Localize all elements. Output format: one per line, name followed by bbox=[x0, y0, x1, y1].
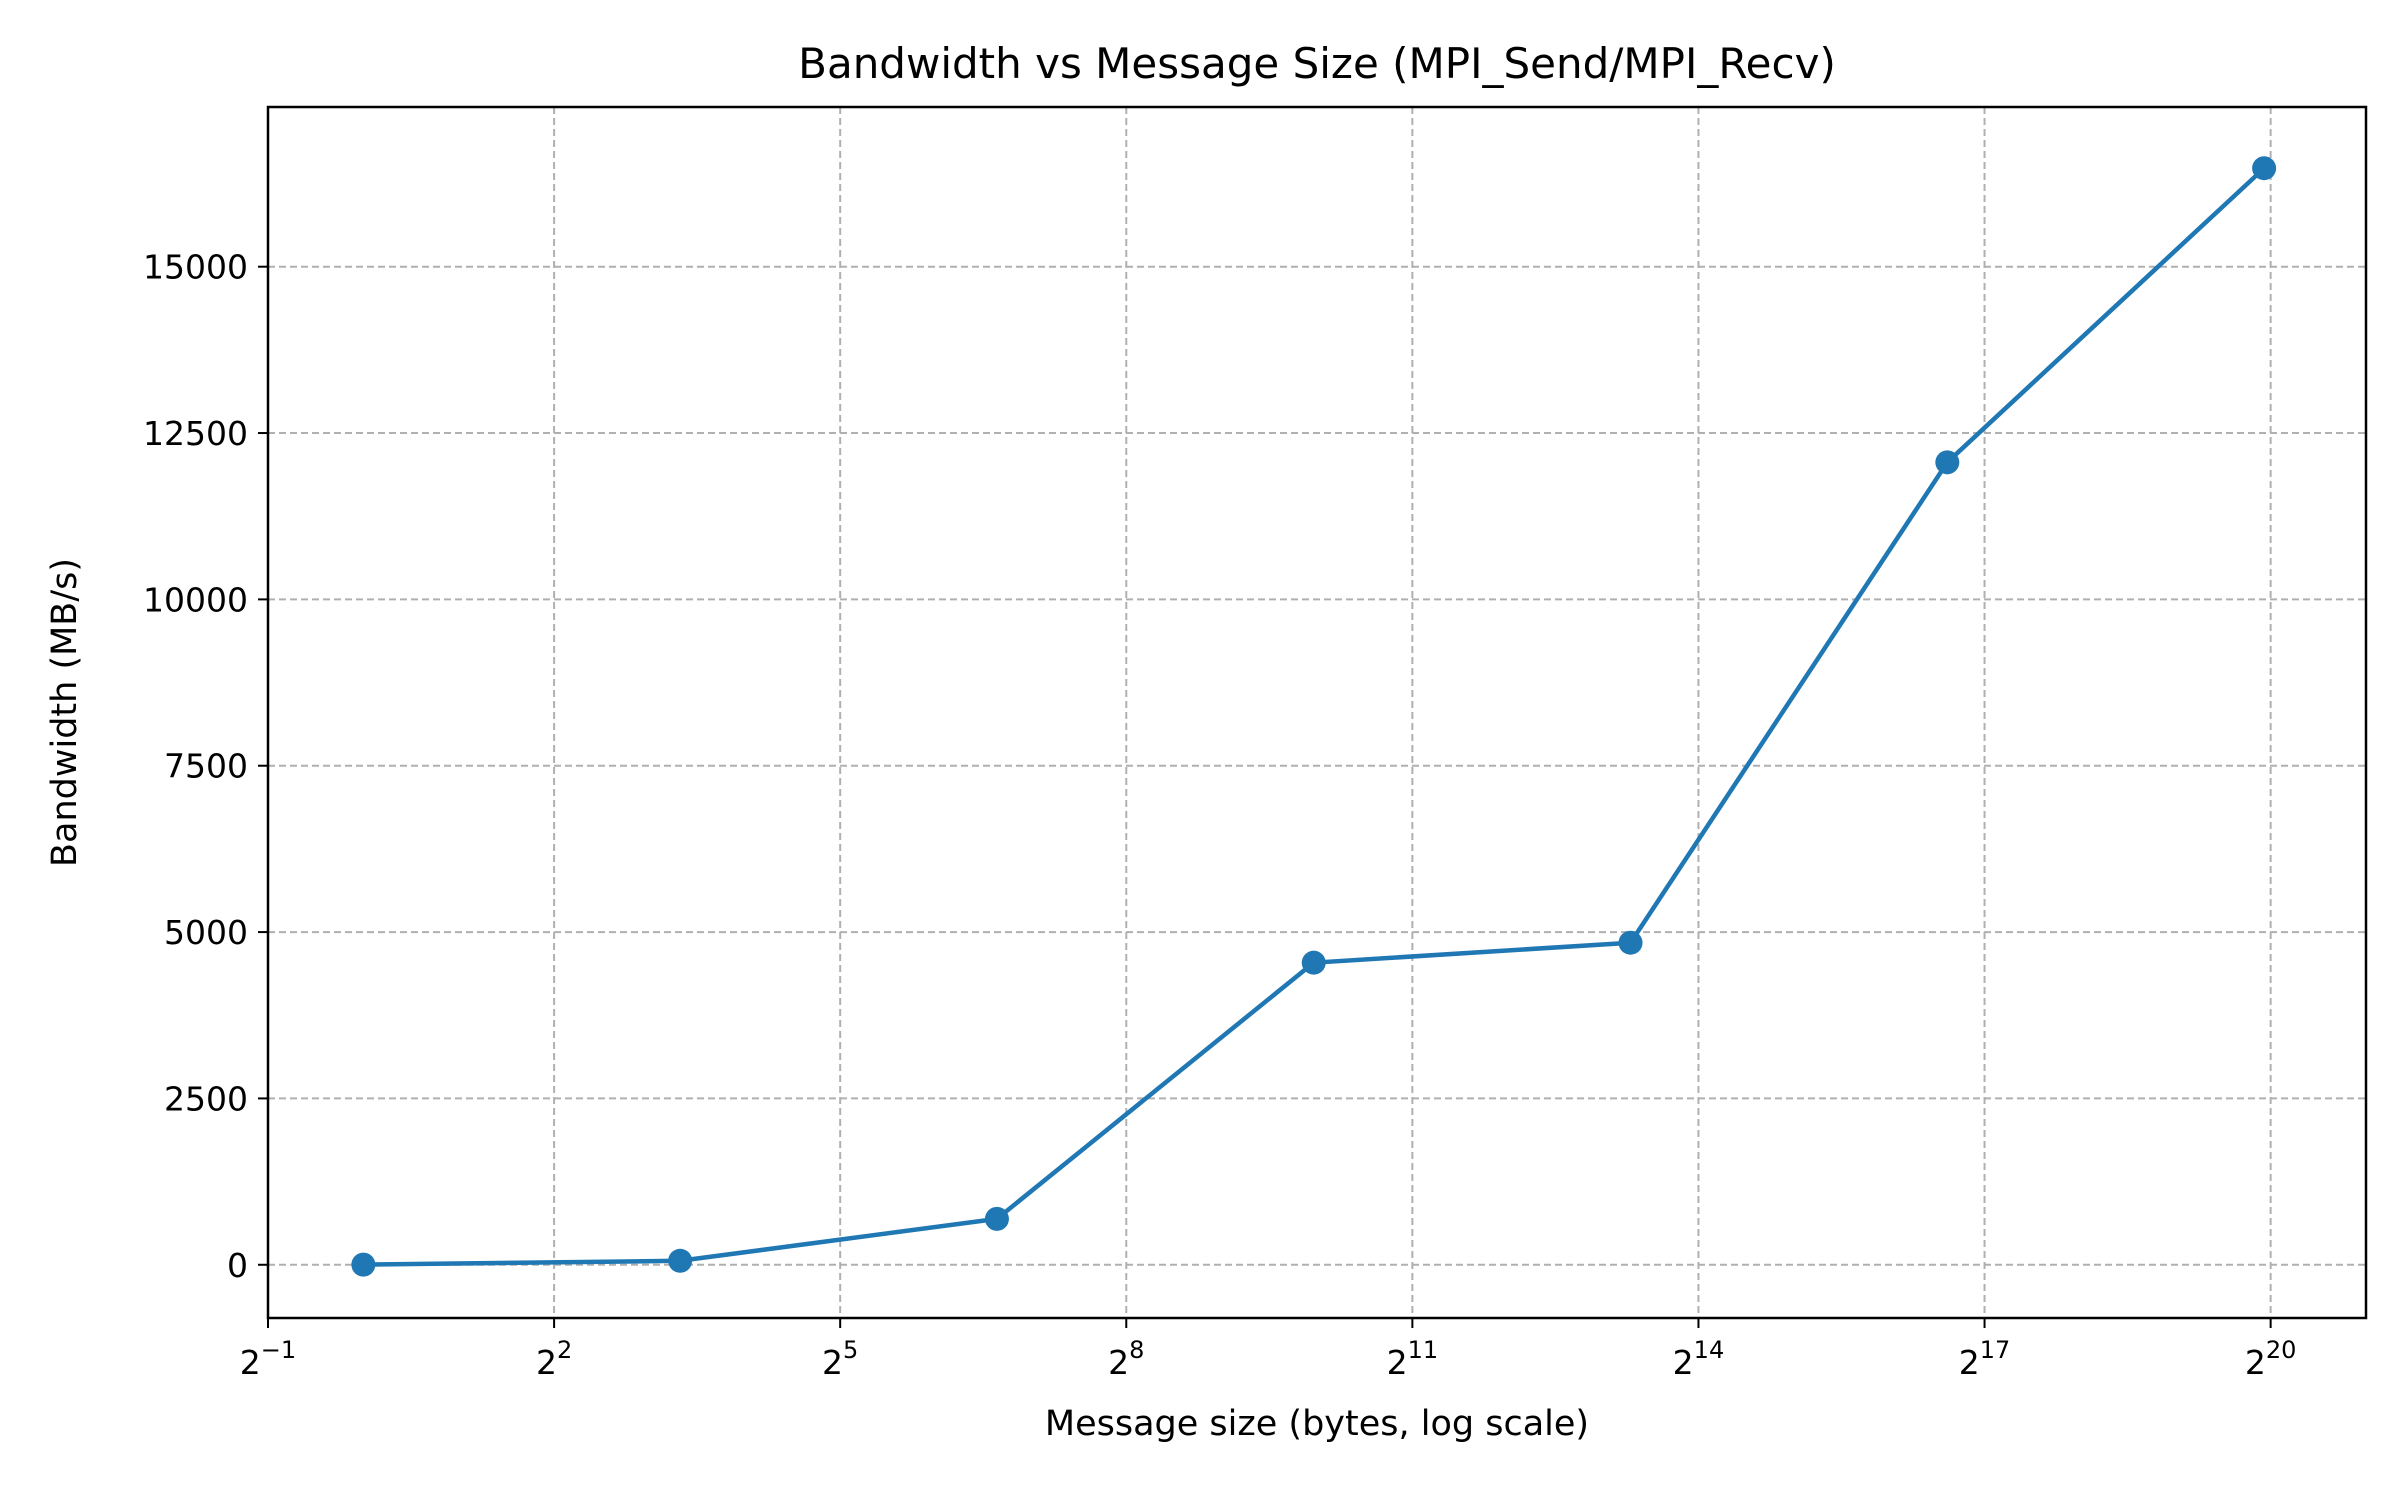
x-tick-label: 22 bbox=[536, 1336, 572, 1382]
data-point bbox=[984, 1206, 1009, 1231]
y-tick-label: 0 bbox=[227, 1246, 248, 1285]
y-tick-label: 2500 bbox=[164, 1079, 248, 1118]
x-tick-label: 220 bbox=[2245, 1336, 2297, 1382]
y-tick-label: 12500 bbox=[143, 414, 248, 453]
plot-frame bbox=[266, 105, 2368, 1320]
y-tick-label: 15000 bbox=[143, 248, 248, 287]
x-tick-exponent: 5 bbox=[843, 1336, 858, 1364]
y-tick-label: 5000 bbox=[164, 913, 248, 952]
data-point bbox=[668, 1248, 693, 1273]
x-tick-base: 2 bbox=[1108, 1343, 1129, 1382]
x-tick-exponent: 14 bbox=[1694, 1336, 1725, 1364]
x-tick-base: 2 bbox=[1673, 1343, 1694, 1382]
x-tick-base: 2 bbox=[2245, 1343, 2266, 1382]
x-tick-exponent: 17 bbox=[1980, 1336, 2011, 1364]
y-tick-label: 7500 bbox=[164, 747, 248, 786]
x-tick-exponent: 11 bbox=[1408, 1336, 1439, 1364]
chart-title: Bandwidth vs Message Size (MPI_Send/MPI_… bbox=[798, 39, 1836, 88]
data-point bbox=[351, 1252, 376, 1277]
x-tick-label: 28 bbox=[1108, 1336, 1144, 1382]
x-tick-exponent: 20 bbox=[2266, 1336, 2297, 1364]
y-tick-label: 10000 bbox=[143, 580, 248, 619]
x-tick-label: 25 bbox=[822, 1336, 858, 1382]
x-tick-base: 2 bbox=[1959, 1343, 1980, 1382]
x-tick-label: 2−1 bbox=[240, 1336, 296, 1382]
x-tick-exponent: 8 bbox=[1129, 1336, 1144, 1364]
x-tick-label: 217 bbox=[1959, 1336, 2011, 1382]
x-tick-label: 211 bbox=[1387, 1336, 1439, 1382]
x-tick-base: 2 bbox=[1387, 1343, 1408, 1382]
x-tick-exponent: −1 bbox=[261, 1336, 296, 1364]
x-tick-label: 214 bbox=[1673, 1336, 1725, 1382]
x-tick-base: 2 bbox=[536, 1343, 557, 1382]
x-tick-exponent: 2 bbox=[557, 1336, 572, 1364]
data-point bbox=[2252, 156, 2277, 181]
data-point bbox=[1935, 450, 1960, 475]
tick-layer: 2−1 22 25 28 211 214 217 2200250050007500100001… bbox=[143, 248, 2296, 1382]
x-axis-label: Message size (bytes, log scale) bbox=[1045, 1404, 1589, 1444]
x-tick-base: 2 bbox=[240, 1343, 261, 1382]
grid-layer bbox=[267, 107, 2366, 1318]
x-tick-base: 2 bbox=[822, 1343, 843, 1382]
data-point bbox=[1301, 950, 1326, 975]
series-layer bbox=[351, 156, 2277, 1277]
data-point bbox=[1618, 930, 1643, 955]
y-axis-label: Bandwidth (MB/s) bbox=[45, 558, 85, 867]
